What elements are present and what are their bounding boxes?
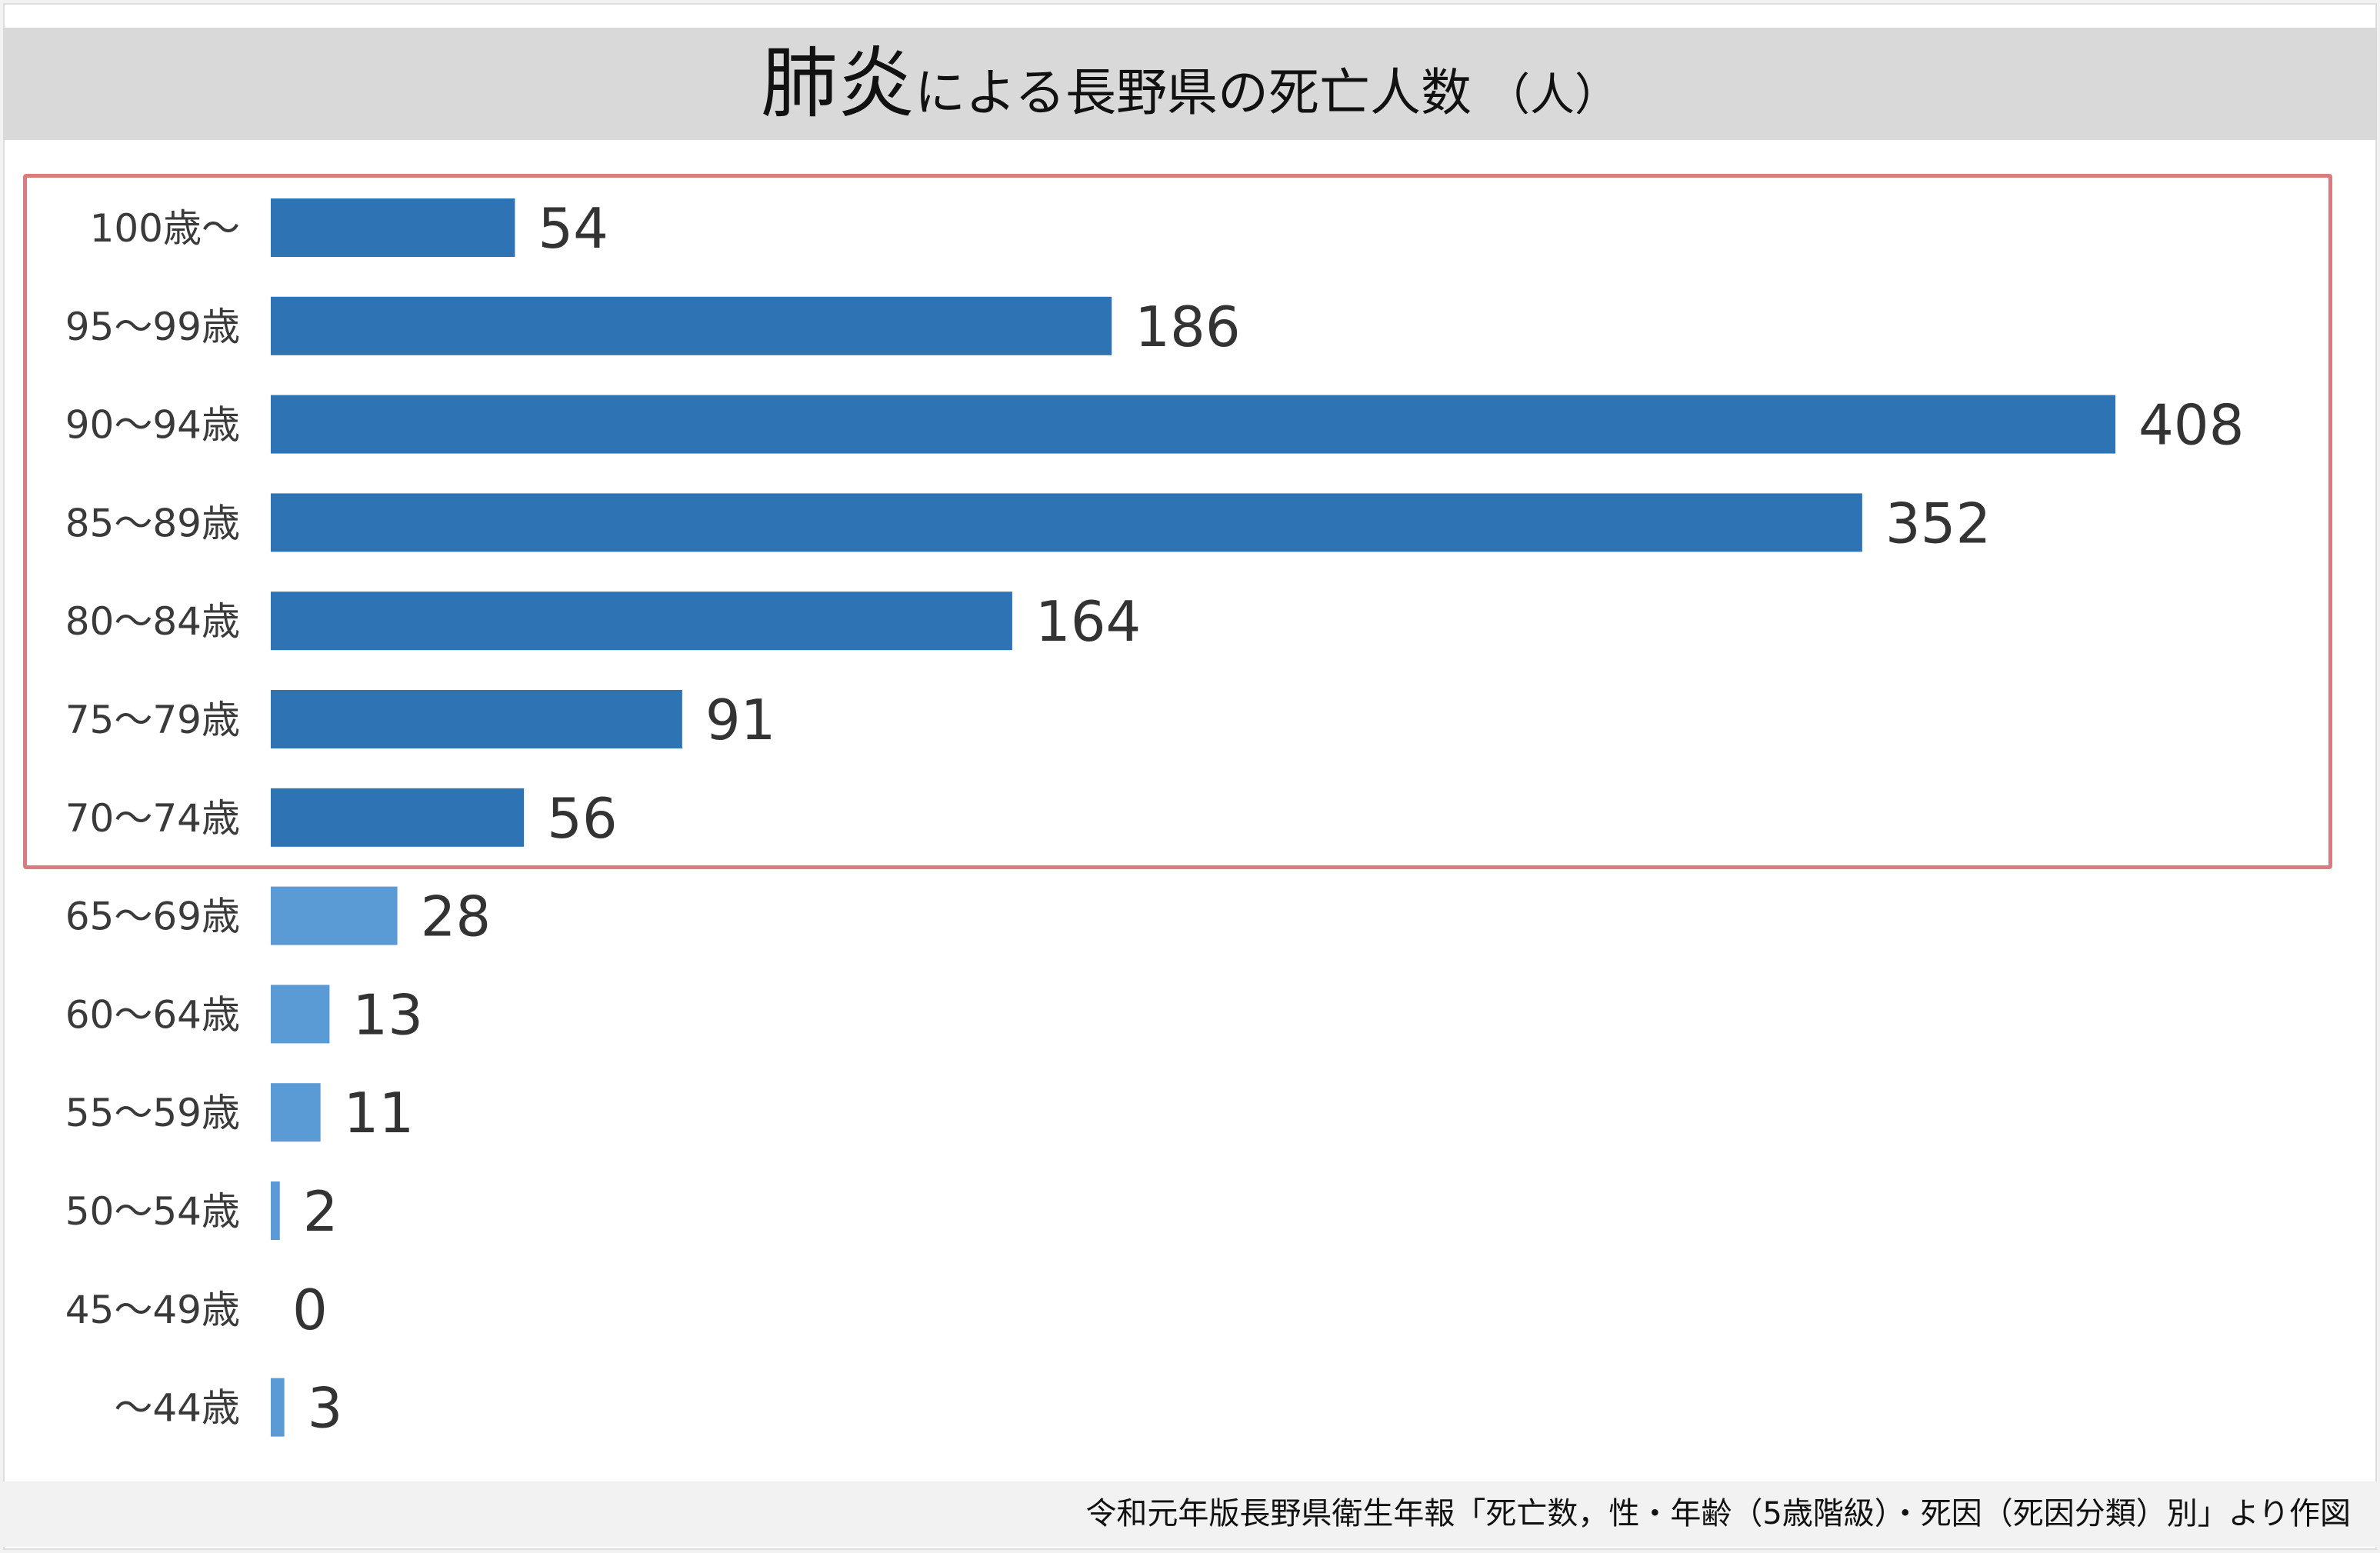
bar xyxy=(271,886,398,945)
chart-frame xyxy=(3,3,2377,1550)
category-label: 100歳～ xyxy=(90,206,240,251)
value-label: 408 xyxy=(2138,393,2244,458)
value-label: 54 xyxy=(538,196,608,261)
title-sub: による長野県の死亡人数 xyxy=(914,63,1472,122)
value-label: 0 xyxy=(292,1278,328,1342)
bar xyxy=(271,985,330,1044)
bar xyxy=(271,198,515,257)
bar xyxy=(271,1181,280,1240)
category-label: 85～89歳 xyxy=(65,501,240,545)
bar xyxy=(271,592,1012,651)
title-main: 肺炎 xyxy=(760,38,915,128)
category-label: ～44歳 xyxy=(114,1386,240,1431)
category-label: 60～64歳 xyxy=(65,992,240,1037)
title-unit: （人） xyxy=(1485,68,1620,121)
bar xyxy=(271,788,525,847)
category-label: 50～54歳 xyxy=(65,1189,240,1234)
category-label: 80～84歳 xyxy=(65,599,240,644)
category-label: 75～79歳 xyxy=(65,698,240,742)
source-note: 令和元年版長野県衛生年報「死亡数，性・年齢（5歳階級）・死因（死因分類）別」より… xyxy=(1085,1496,2351,1531)
value-label: 164 xyxy=(1035,589,1141,654)
value-label: 91 xyxy=(705,688,776,752)
value-label: 28 xyxy=(421,885,492,949)
bar xyxy=(271,296,1112,355)
bar xyxy=(271,690,682,748)
bar xyxy=(271,493,1862,552)
bar xyxy=(271,1378,285,1437)
bar xyxy=(271,1083,321,1142)
title-band xyxy=(3,28,2377,140)
value-label: 56 xyxy=(547,786,618,851)
category-label: 70～74歳 xyxy=(65,796,240,841)
category-label: 55～59歳 xyxy=(65,1091,240,1135)
value-label: 186 xyxy=(1135,295,1240,359)
value-label: 3 xyxy=(308,1376,343,1441)
footer-band xyxy=(3,1481,2377,1547)
category-label: 65～69歳 xyxy=(65,895,240,939)
category-label: 95～99歳 xyxy=(65,305,240,349)
highlight-box xyxy=(23,174,2332,869)
value-label: 13 xyxy=(352,982,423,1047)
chart-title: 肺炎による長野県の死亡人数 （人） xyxy=(0,28,2380,140)
bar xyxy=(271,395,2115,454)
category-label: 45～49歳 xyxy=(65,1288,240,1332)
value-label: 11 xyxy=(344,1081,415,1145)
category-label: 90～94歳 xyxy=(65,403,240,448)
value-label: 352 xyxy=(1885,491,1991,555)
value-label: 2 xyxy=(303,1179,338,1244)
